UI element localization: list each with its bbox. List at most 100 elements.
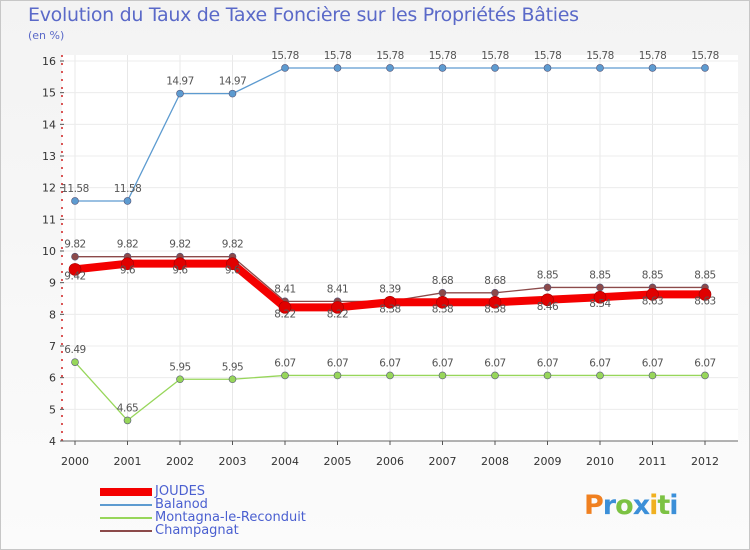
data-label: 15.78 (481, 50, 509, 62)
data-point (438, 288, 447, 297)
data-label: 15.78 (586, 50, 614, 62)
data-point (491, 288, 499, 297)
x-tick-label: 2008 (481, 455, 509, 468)
data-label: 8.85 (537, 269, 558, 281)
data-point (596, 283, 604, 292)
data-point (596, 371, 604, 380)
data-point (543, 283, 552, 292)
y-tick-label: 16 (42, 55, 56, 68)
data-label: 9.6 (172, 265, 188, 277)
data-label: 11.58 (114, 183, 142, 195)
data-point (386, 371, 394, 380)
data-label: 6.07 (274, 357, 295, 369)
data-point (173, 257, 187, 270)
data-label: 8.54 (589, 298, 611, 310)
data-label: 6.07 (589, 357, 610, 369)
data-label: 6.49 (64, 344, 85, 356)
data-label: 9.82 (169, 239, 190, 251)
data-label: 8.22 (327, 308, 348, 320)
data-point (698, 288, 712, 301)
data-label: 6.07 (537, 357, 558, 369)
data-label: 8.68 (484, 275, 505, 287)
data-point (281, 371, 289, 380)
legend-item: Montagna-le-Reconduit (100, 510, 306, 525)
logo-letter: P (584, 490, 604, 521)
data-point (488, 295, 502, 309)
x-tick-label: 2004 (271, 455, 299, 468)
legend-item: JOUDES (100, 484, 306, 499)
data-label: 8.68 (432, 275, 453, 287)
data-point (541, 293, 554, 307)
legend-swatch (100, 487, 152, 496)
data-label: 15.78 (639, 50, 667, 62)
x-tick-label: 2001 (114, 455, 142, 468)
x-tick-label: 2009 (534, 455, 562, 468)
y-tick-label: 10 (42, 245, 56, 258)
y-tick-label: 13 (42, 150, 56, 163)
logo-letter: i (649, 490, 658, 521)
data-point (333, 64, 342, 72)
x-tick-label: 2011 (639, 455, 667, 468)
data-point (71, 197, 79, 205)
data-label: 6.07 (327, 357, 348, 369)
y-tick-label: 6 (49, 372, 56, 385)
y-tick-label: 8 (49, 308, 56, 321)
logo-letter: r (602, 490, 616, 521)
data-point (278, 301, 292, 314)
data-label: 9.42 (64, 270, 85, 282)
data-label: 5.95 (222, 361, 243, 373)
data-label: 9.82 (64, 239, 85, 251)
data-label: 15.78 (691, 50, 719, 62)
data-label: 8.38 (379, 303, 400, 315)
data-label: 5.95 (169, 361, 190, 373)
data-label: 8.38 (432, 303, 453, 315)
data-label: 9.82 (222, 239, 243, 251)
data-point (176, 375, 184, 384)
legend-swatch (100, 503, 152, 506)
data-point (383, 295, 397, 309)
chart-title: Evolution du Taux de Taxe Foncière sur l… (28, 4, 579, 26)
data-label: 9.82 (117, 239, 138, 251)
data-point (646, 288, 659, 301)
plot-background (62, 55, 738, 441)
data-point (71, 252, 79, 261)
data-point (176, 89, 184, 98)
legend-label: Balanod (155, 497, 208, 512)
data-point (491, 371, 499, 380)
data-label: 9.6 (120, 265, 136, 277)
y-tick-label: 14 (42, 118, 56, 131)
chart-legend: JOUDES Balanod Montagna-le-Reconduit Champa… (100, 484, 306, 538)
data-label: 6.07 (694, 357, 715, 369)
data-point (123, 416, 132, 425)
data-point (386, 64, 394, 72)
data-point (648, 371, 657, 380)
x-tick-label: 2006 (376, 455, 404, 468)
chart-subtitle: (en %) (28, 29, 65, 42)
data-label: 8.46 (537, 301, 559, 313)
data-label: 6.07 (379, 357, 400, 369)
data-label: 15.78 (429, 50, 457, 62)
data-point (121, 257, 134, 270)
data-label: 8.85 (589, 269, 610, 281)
x-tick-label: 2005 (324, 455, 352, 468)
data-label: 15.78 (376, 50, 404, 62)
data-point (596, 64, 604, 72)
data-point (281, 64, 289, 72)
data-point (331, 301, 344, 314)
data-label: 11.58 (61, 183, 89, 195)
data-label: 8.41 (274, 283, 295, 295)
logo-letter: t (657, 490, 670, 521)
legend-swatch (100, 516, 152, 519)
data-label: 4.65 (117, 402, 138, 414)
data-point (71, 358, 79, 366)
legend-label: Montagna-le-Reconduit (155, 510, 306, 525)
legend-item: Balanod (100, 497, 306, 512)
data-label: 6.07 (642, 357, 663, 369)
data-label: 8.39 (379, 283, 400, 295)
data-label: 14.97 (166, 76, 194, 88)
data-label: 8.38 (484, 303, 505, 315)
y-tick-label: 12 (42, 182, 56, 195)
logo-letter: i (669, 490, 678, 521)
y-tick-label: 9 (49, 277, 56, 290)
